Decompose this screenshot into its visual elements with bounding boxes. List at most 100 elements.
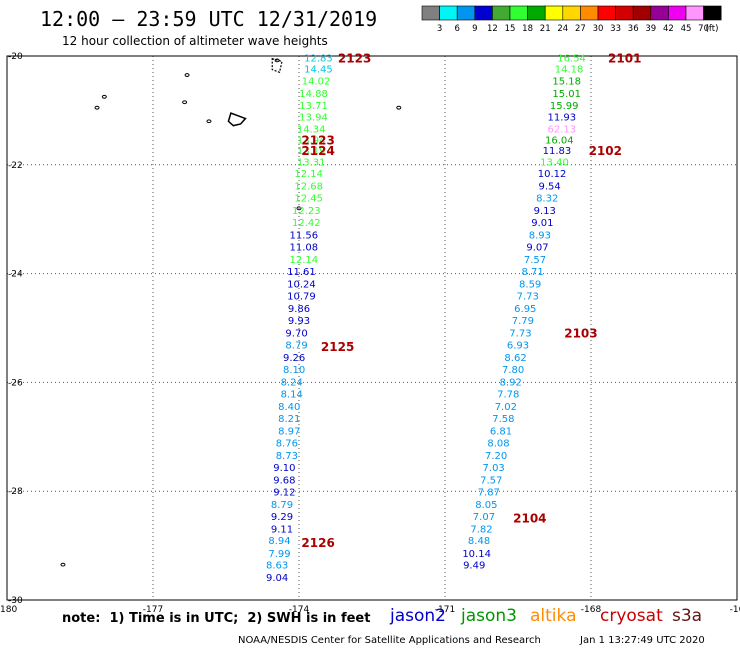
swh-value-right-track: 7.87 <box>478 487 500 498</box>
pass-time-label: 2123 <box>338 52 371 66</box>
colorbar-swatch <box>597 5 616 21</box>
y-tick-label: -20 <box>8 52 23 62</box>
colorbar-swatch <box>668 5 687 21</box>
swh-value-right-track: 10.12 <box>538 169 567 180</box>
colorbar-label: 6 <box>454 24 459 34</box>
swh-value-left-track: 9.04 <box>266 573 288 584</box>
colorbar-label: 3 <box>437 24 442 34</box>
plot-frame <box>6 55 738 601</box>
swh-value-right-track: 7.80 <box>502 365 524 376</box>
swh-value-right-track: 6.81 <box>490 426 512 437</box>
colorbar-label: 24 <box>557 24 568 34</box>
swh-value-right-track: 10.14 <box>462 549 491 560</box>
pass-time-label: 2104 <box>513 511 546 525</box>
swh-value-right-track: 8.32 <box>536 194 558 205</box>
colorbar-swatch <box>456 5 476 21</box>
swh-value-left-track: 8.79 <box>271 500 293 511</box>
colorbar-label: 12 <box>487 24 498 34</box>
swh-value-left-track: 8.97 <box>278 426 300 437</box>
swh-value-right-track: 7.82 <box>470 524 492 535</box>
swh-value-left-track: 9.68 <box>273 475 295 486</box>
swh-value-left-track: 8.10 <box>283 365 305 376</box>
pass-time-label: 2102 <box>589 144 622 158</box>
swh-value-left-track: 9.26 <box>283 353 305 364</box>
pass-time-label: 2124 <box>301 144 334 158</box>
pass-time-label: 2123 <box>301 133 334 147</box>
legend-jason3: jason3 <box>461 606 517 626</box>
swh-value-right-track: 7.20 <box>485 451 507 462</box>
swh-value-left-track: 8.73 <box>276 451 298 462</box>
swh-value-right-track: 62.13 <box>547 124 576 135</box>
colorbar-label: 39 <box>645 24 656 34</box>
colorbar-swatch <box>439 5 458 21</box>
swh-value-left-track: 9.10 <box>273 463 295 474</box>
swh-value-left-track: 8.40 <box>278 402 300 413</box>
swh-value-right-track: 9.01 <box>531 218 553 229</box>
swh-value-right-track: 13.40 <box>540 158 569 169</box>
colorbar-swatch <box>527 5 546 21</box>
swh-value-right-track: 7.57 <box>524 255 546 266</box>
swh-value-right-track: 8.08 <box>487 438 509 449</box>
swh-value-right-track: 9.54 <box>539 182 561 193</box>
swh-value-left-track: 12.83 <box>304 54 333 65</box>
swh-value-left-track: 9.93 <box>288 316 310 327</box>
x-tick-label: -168 <box>581 605 602 615</box>
swh-value-right-track: 9.07 <box>526 242 548 253</box>
swh-value-right-track: 7.57 <box>480 475 502 486</box>
legend-altika: altika <box>530 606 577 626</box>
swh-value-right-track: 7.02 <box>495 402 517 413</box>
colorbar-unit: (ft) <box>706 24 719 34</box>
y-tick-label: -24 <box>8 270 23 280</box>
timestamp: Jan 1 13:27:49 UTC 2020 <box>580 635 705 646</box>
pass-time-label: 2101 <box>608 52 641 66</box>
swh-value-right-track: 8.48 <box>468 536 490 547</box>
swh-value-left-track: 9.29 <box>271 512 293 523</box>
swh-value-left-track: 13.19 <box>297 146 326 157</box>
swh-value-left-track: 12.68 <box>294 182 323 193</box>
pass-time-label: 2103 <box>564 326 597 340</box>
island-outline <box>396 105 402 110</box>
swh-value-left-track: 13.94 <box>299 112 328 123</box>
x-tick-label: -180 <box>0 605 17 615</box>
colorbar-swatch <box>421 5 440 21</box>
y-tick-label: -30 <box>8 596 23 606</box>
page-title: 12:00 – 23:59 UTC 12/31/2019 <box>40 7 378 31</box>
island-haapai <box>271 57 283 74</box>
swh-value-right-track: 8.59 <box>519 279 541 290</box>
colorbar-label: 42 <box>663 24 674 34</box>
pass-time-label: 2126 <box>301 536 334 550</box>
swh-value-left-track: 14.88 <box>299 89 328 100</box>
swh-value-right-track: 15.18 <box>552 77 581 88</box>
swh-value-left-track: 10.24 <box>287 279 316 290</box>
colorbar-swatch <box>474 5 493 21</box>
swh-value-left-track: 12.23 <box>292 206 321 217</box>
swh-value-left-track: 8.63 <box>266 561 288 572</box>
colorbar-swatch <box>544 5 564 21</box>
swh-value-left-track: 13.71 <box>299 101 328 112</box>
swh-value-right-track: 6.95 <box>514 304 536 315</box>
swh-value-left-track: 8.76 <box>276 438 298 449</box>
swh-value-right-track: 8.93 <box>529 231 551 242</box>
swh-value-right-track: 11.93 <box>547 112 576 123</box>
island-outline <box>184 73 190 77</box>
legend-cryosat: cryosat <box>600 606 663 626</box>
colorbar-label: 21 <box>540 24 551 34</box>
island-outline <box>60 562 66 567</box>
legend-jason2: jason2 <box>390 606 446 626</box>
swh-value-right-track: 7.79 <box>512 316 534 327</box>
swh-value-left-track: 9.70 <box>285 328 307 339</box>
swh-value-right-track: 15.01 <box>552 89 581 100</box>
swh-value-left-track: 9.86 <box>288 304 310 315</box>
island-outline <box>94 105 100 110</box>
x-tick-label: -174 <box>289 605 310 615</box>
colorbar-swatch <box>650 5 669 21</box>
swh-value-left-track: 12.42 <box>292 218 321 229</box>
swh-value-right-track: 8.71 <box>521 267 543 278</box>
swh-value-left-track: 11.61 <box>287 267 316 278</box>
swh-value-right-track: 6.93 <box>507 340 529 351</box>
swh-value-left-track: 14.45 <box>304 65 333 76</box>
swh-value-right-track: 7.07 <box>473 512 495 523</box>
colorbar-swatch <box>509 5 528 21</box>
colorbar-label: 18 <box>522 24 533 34</box>
swh-value-left-track: 14.02 <box>302 77 331 88</box>
